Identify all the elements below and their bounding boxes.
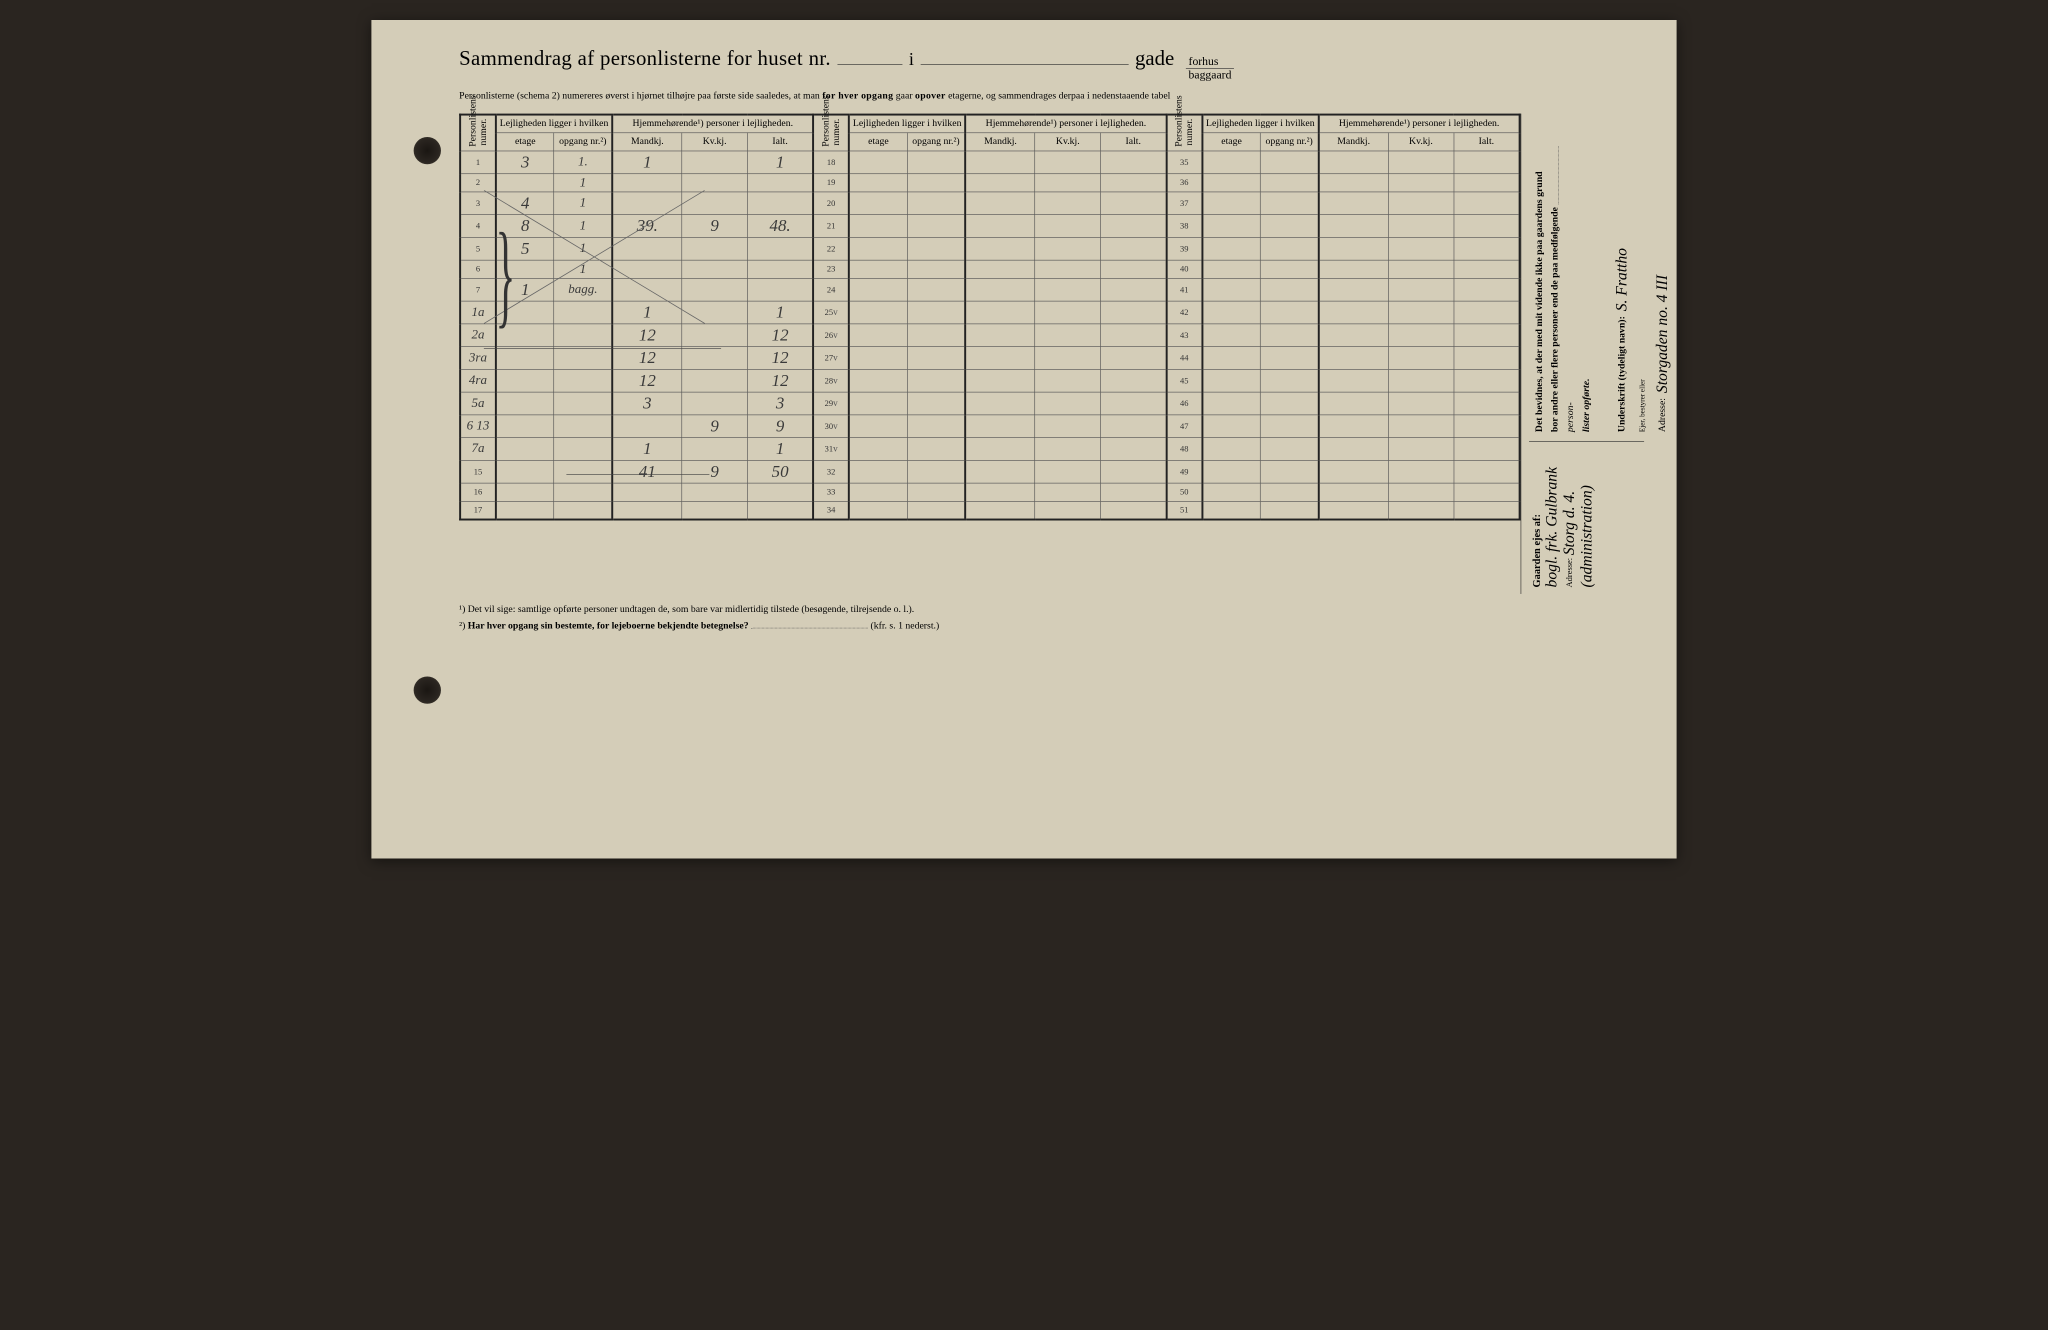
th-ialt-2: Ialt. (1101, 133, 1167, 151)
table-wrap: Personlistens numer. Lejligheden ligger … (459, 113, 1520, 593)
th-personlistens-2: Personlistens numer. (813, 114, 849, 150)
forhus-baggaard: forhus baggaard (1186, 55, 1234, 81)
th-ialt: Ialt. (748, 133, 814, 151)
census-table: Personlistens numer. Lejligheden ligger … (459, 113, 1520, 520)
address-hand: Storgaden no. 4 III (1654, 275, 1671, 393)
th-etage-3: etage (1202, 133, 1260, 151)
table-row: 2a121226v43 (460, 324, 1520, 347)
punch-hole (414, 137, 441, 164)
th-etage: etage (496, 133, 554, 151)
document-page: Sammendrag af personlisterne for huset n… (371, 20, 1676, 858)
th-opgang: opgang nr.²) (554, 133, 612, 151)
table-row: 5512239 (460, 237, 1520, 260)
signature: S. Frattho (1614, 248, 1631, 311)
th-lejligheden-2: Lejligheden ligger i hvilken (849, 114, 965, 132)
th-kvkj-3: Kv.kj. (1388, 133, 1454, 151)
table-row: 173451 (460, 501, 1520, 519)
title-row: Sammendrag af personlisterne for huset n… (459, 46, 1644, 87)
admin-note: (administration) (1578, 485, 1595, 587)
table-row: 163350 (460, 483, 1520, 501)
th-etage-2: etage (849, 133, 907, 151)
attestation-block: Det bevidnes, at der med mit vidende ikk… (1529, 113, 1644, 438)
main-row: Personlistens numer. Lejligheden ligger … (459, 113, 1644, 593)
table-row: 5a3329v46 (460, 392, 1520, 415)
table-row: 131.111835 (460, 151, 1520, 174)
th-hjemme: Hjemmehørende¹) personer i lejligheden. (612, 114, 813, 132)
table-row: 7a1131v48 (460, 437, 1520, 460)
table-body: 131.111835211936341203748139.948.2138551… (460, 151, 1520, 520)
th-opgang-3: opgang nr.²) (1260, 133, 1318, 151)
owner-block: Gaarden ejes af: bogl. frk. Gulbrank Adr… (1529, 444, 1644, 594)
punch-hole (414, 677, 441, 704)
th-mandkj-2: Mandkj. (965, 133, 1034, 151)
title-gade: gade (1135, 46, 1174, 70)
th-kvkj: Kv.kj. (682, 133, 748, 151)
subtitle: Personlisterne (schema 2) numereres øver… (459, 91, 1644, 109)
table-row: 4ra121228v45 (460, 369, 1520, 392)
table-row: 3412037 (460, 192, 1520, 215)
title-text: Sammendrag af personlisterne for huset n… (459, 46, 831, 70)
th-mandkj: Mandkj. (612, 133, 681, 151)
table-row: 612340 (460, 260, 1520, 278)
footnotes: ¹) Det vil sige: samtlige opførte person… (459, 601, 1644, 634)
table-row: 48139.948.2138 (460, 214, 1520, 237)
table-row: 211936 (460, 173, 1520, 191)
street-blank (920, 51, 1128, 65)
table-row: 1a1125v42 (460, 301, 1520, 324)
footnote-2: ²) Har hver opgang sin bestemte, for lej… (459, 618, 1644, 635)
table-row: 6 139930v47 (460, 415, 1520, 438)
th-lejligheden-3: Lejligheden ligger i hvilken (1202, 114, 1318, 132)
th-lejligheden: Lejligheden ligger i hvilken (496, 114, 612, 132)
owner-address: Storg d. 4. (1561, 491, 1578, 555)
side-divider (1529, 441, 1644, 442)
sidebar: Det bevidnes, at der med mit vidende ikk… (1521, 113, 1645, 593)
title-i: i (909, 49, 914, 70)
table-row: 15419503249 (460, 460, 1520, 483)
th-personlistens: Personlistens numer. (460, 114, 496, 150)
th-hjemme-2: Hjemmehørende¹) personer i lejligheden. (965, 114, 1166, 132)
table-row: 71bagg.2441 (460, 278, 1520, 301)
th-hjemme-3: Hjemmehørende¹) personer i lejligheden. (1319, 114, 1520, 132)
th-mandkj-3: Mandkj. (1319, 133, 1388, 151)
owner-name: bogl. frk. Gulbrank (1543, 467, 1560, 587)
th-kvkj-2: Kv.kj. (1035, 133, 1101, 151)
footnote-1: ¹) Det vil sige: samtlige opførte person… (459, 601, 1644, 618)
th-opgang-2: opgang nr.²) (907, 133, 965, 151)
house-nr-blank (837, 51, 902, 65)
table-row: 3ra121227v44 (460, 346, 1520, 369)
th-ialt-3: Ialt. (1454, 133, 1520, 151)
th-personlistens-3: Personlistens numer. (1166, 114, 1202, 150)
page-content: Sammendrag af personlisterne for huset n… (459, 46, 1644, 833)
